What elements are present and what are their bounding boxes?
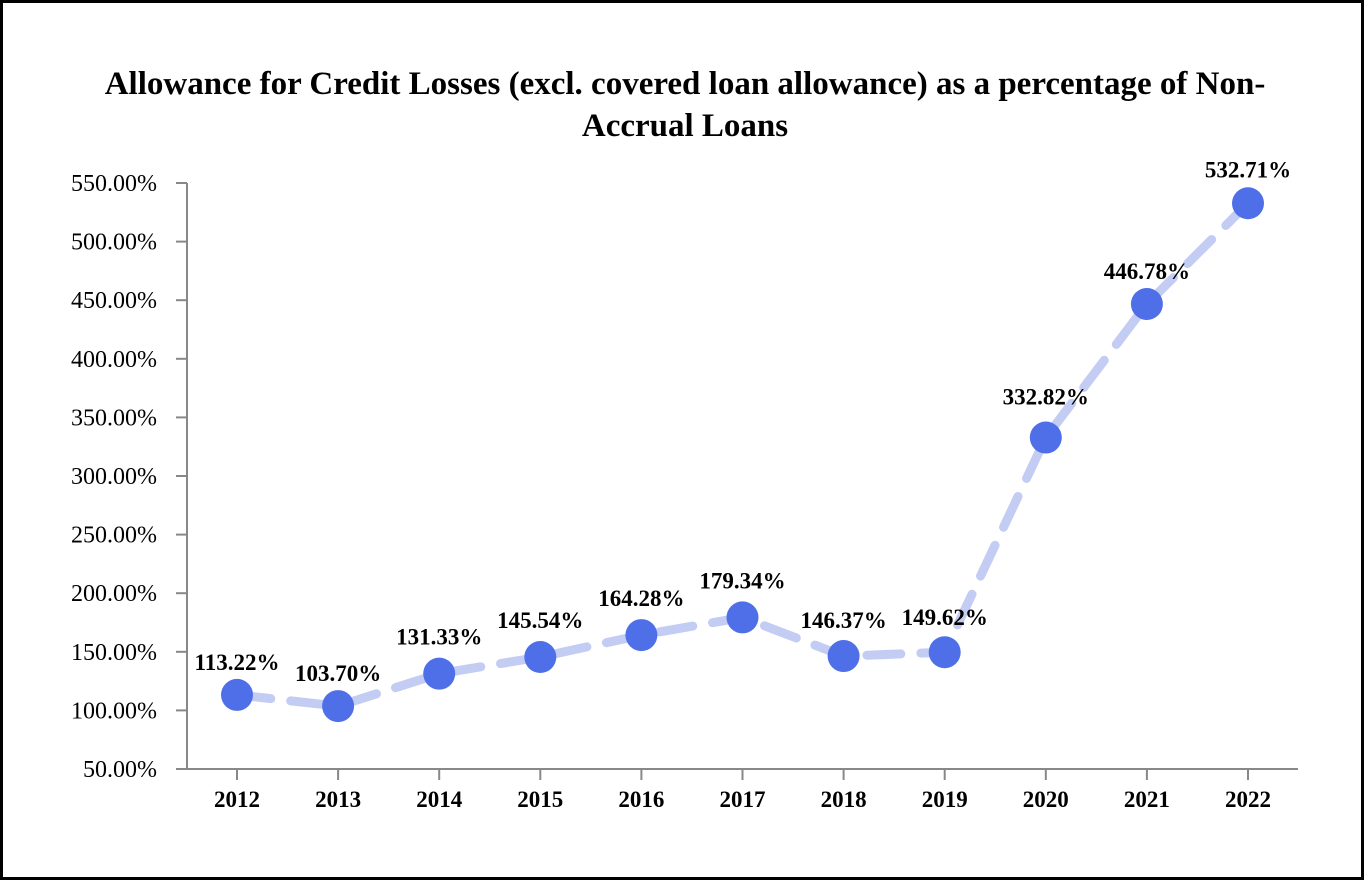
data-labels-layer: 113.22% 103.70% 131.33% 145.54% 164.28% 179.3… — [195, 157, 1292, 686]
y-tick-label: 100.00% — [71, 698, 157, 724]
data-point — [221, 678, 253, 711]
data-label: 149.62% — [902, 605, 988, 630]
x-tick-label: 2017 — [720, 787, 766, 812]
data-point — [726, 601, 759, 634]
data-label: 113.22% — [195, 650, 280, 675]
data-point — [524, 641, 557, 674]
y-tick-label: 500.00% — [71, 230, 157, 256]
y-tick-label: 50.00% — [83, 757, 157, 783]
data-point — [1232, 187, 1264, 220]
data-point — [625, 619, 658, 652]
y-tick-label: 200.00% — [71, 581, 157, 607]
data-label: 145.54% — [497, 608, 583, 633]
x-tick-label: 2020 — [1023, 787, 1069, 812]
x-tick-label: 2014 — [416, 787, 463, 812]
x-tick-label: 2012 — [214, 787, 260, 812]
x-tick-label: 2016 — [618, 787, 664, 812]
data-point — [322, 690, 355, 723]
y-tick-label: 150.00% — [71, 640, 157, 666]
data-label: 146.37% — [800, 608, 886, 633]
data-point — [928, 636, 961, 669]
y-tick-label: 350.00% — [71, 405, 157, 431]
data-label: 131.33% — [396, 625, 482, 650]
data-point — [423, 657, 456, 690]
axes-layer: 50.00% 100.00% 150.00% 200.00% 250.00% 300.00… — [71, 171, 1298, 812]
data-points-layer — [221, 187, 1264, 723]
data-point — [1029, 421, 1062, 454]
x-tick-label: 2022 — [1225, 787, 1271, 812]
y-tick-label: 400.00% — [71, 347, 157, 373]
x-tick-label: 2018 — [821, 787, 867, 812]
x-tick-label: 2021 — [1124, 787, 1170, 812]
x-tick-label: 2013 — [315, 787, 361, 812]
y-tick-label: 250.00% — [71, 523, 157, 549]
data-label: 446.78% — [1104, 259, 1190, 284]
data-point — [1130, 287, 1163, 320]
x-tick-label: 2019 — [922, 787, 968, 812]
data-point — [827, 640, 860, 673]
chart-title: Allowance for Credit Losses (excl. cover… — [104, 66, 1266, 144]
y-tick-label: 450.00% — [71, 288, 157, 314]
y-tick-label: 550.00% — [71, 171, 157, 197]
x-tick-label: 2015 — [517, 787, 563, 812]
data-label: 179.34% — [699, 568, 785, 593]
data-label: 532.71% — [1205, 157, 1291, 182]
data-label: 164.28% — [598, 586, 684, 611]
y-tick-label: 300.00% — [71, 464, 157, 490]
data-label: 103.70% — [295, 661, 381, 686]
data-label: 332.82% — [1003, 385, 1089, 410]
